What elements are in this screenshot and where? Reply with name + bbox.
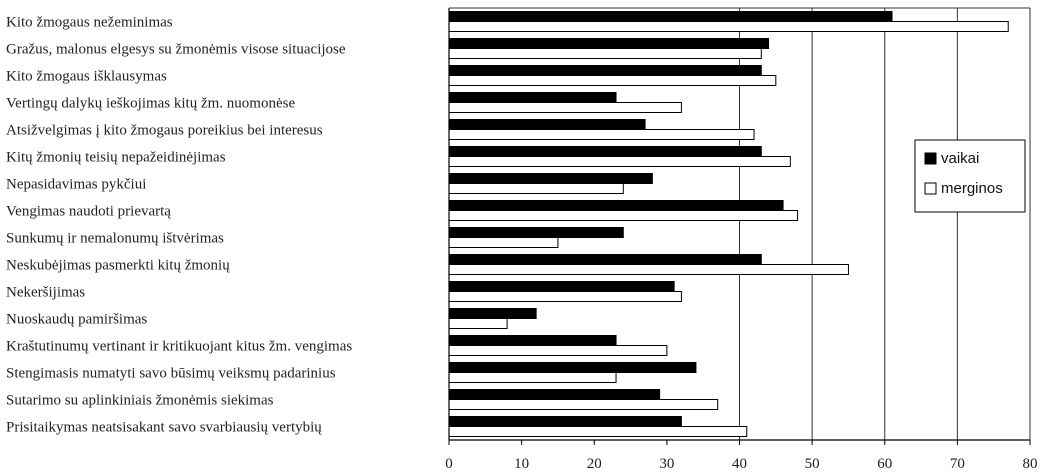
bar-merginos — [448, 345, 668, 356]
x-tick-label: 50 — [805, 456, 820, 472]
x-tick-label: 10 — [514, 456, 529, 472]
bar-merginos — [448, 48, 762, 59]
category-label: Sutarimo su aplinkiniais žmonėmis siekim… — [6, 393, 274, 409]
bar-merginos — [448, 102, 682, 113]
bar-merginos — [448, 21, 1009, 32]
bar-vaikai — [448, 389, 661, 400]
bar-merginos — [448, 372, 617, 383]
category-label: Atsižvelgimas į kito žmogaus poreikius b… — [6, 123, 323, 139]
bar-vaikai — [448, 308, 537, 319]
category-label: Prisitaikymas neatsisakant savo svarbiau… — [6, 420, 322, 436]
bar-merginos — [448, 75, 777, 86]
bar-merginos — [448, 426, 748, 437]
bar-merginos — [448, 156, 791, 167]
bar-merginos — [448, 237, 559, 248]
bar-vaikai — [448, 38, 770, 49]
legend-swatch-vaikai — [924, 152, 937, 165]
category-label: Nekeršijimas — [6, 285, 85, 301]
category-label: Nepasidavimas pykčiui — [6, 177, 146, 193]
category-label: Vengimas naudoti prievartą — [6, 204, 171, 220]
category-label: Sunkumų ir nemalonumų ištvėrimas — [6, 231, 224, 247]
bar-merginos — [448, 291, 682, 302]
bar-vaikai — [448, 200, 784, 211]
legend-box — [914, 139, 1026, 213]
category-label: Neskubėjimas pasmerkti kitų žmonių — [6, 258, 230, 274]
x-tick-label: 30 — [659, 456, 674, 472]
legend: vaikai merginos — [914, 139, 1026, 213]
bar-vaikai — [448, 362, 697, 373]
legend-label-vaikai: vaikai — [941, 150, 979, 167]
bar-merginos — [448, 318, 508, 329]
bar-vaikai — [448, 254, 762, 265]
bar-vaikai — [448, 281, 675, 292]
bar-vaikai — [448, 92, 617, 103]
bar-vaikai — [448, 11, 893, 22]
category-label: Gražus, malonus elgesys su žmonėmis viso… — [6, 42, 346, 58]
category-label: Kraštutinumų vertinant ir kritikuojant k… — [6, 339, 352, 355]
x-tick-label: 80 — [1023, 456, 1038, 472]
category-label: Vertingų dalykų ieškojimas kitų žm. nuom… — [6, 96, 295, 112]
x-tick-label: 0 — [445, 456, 453, 472]
x-tick-labels: 0 10 20 30 40 50 60 70 80 — [445, 440, 1038, 472]
bars — [448, 11, 1009, 437]
category-label: Nuoskaudų pamiršimas — [6, 312, 147, 328]
bar-vaikai — [448, 227, 624, 238]
bar-vaikai — [448, 119, 646, 130]
bar-merginos — [448, 210, 799, 221]
category-label: Stengimasis numatyti savo būsimų veiksmų… — [6, 366, 336, 382]
bar-vaikai — [448, 416, 682, 427]
legend-label-merginos: merginos — [941, 180, 1003, 197]
category-labels: Kito žmogaus nežeminimas Gražus, malonus … — [6, 15, 352, 436]
bar-vaikai — [448, 146, 762, 157]
x-tick-label: 20 — [587, 456, 602, 472]
bar-merginos — [448, 264, 849, 275]
bar-merginos — [448, 399, 719, 410]
category-label: Kito žmogaus išklausymas — [6, 69, 167, 85]
bar-merginos — [448, 129, 755, 140]
legend-swatch-merginos — [924, 182, 937, 195]
x-tick-label: 40 — [732, 456, 747, 472]
category-label: Kito žmogaus nežeminimas — [6, 15, 173, 31]
bar-merginos — [448, 183, 624, 194]
x-tick-label: 70 — [950, 456, 965, 472]
x-tick-label: 60 — [877, 456, 892, 472]
bar-vaikai — [448, 335, 617, 346]
gridlines — [449, 7, 1031, 440]
category-label: Kitų žmonių teisių nepažeidinėjimas — [6, 150, 226, 166]
bar-vaikai — [448, 173, 653, 184]
bar-vaikai — [448, 65, 762, 76]
